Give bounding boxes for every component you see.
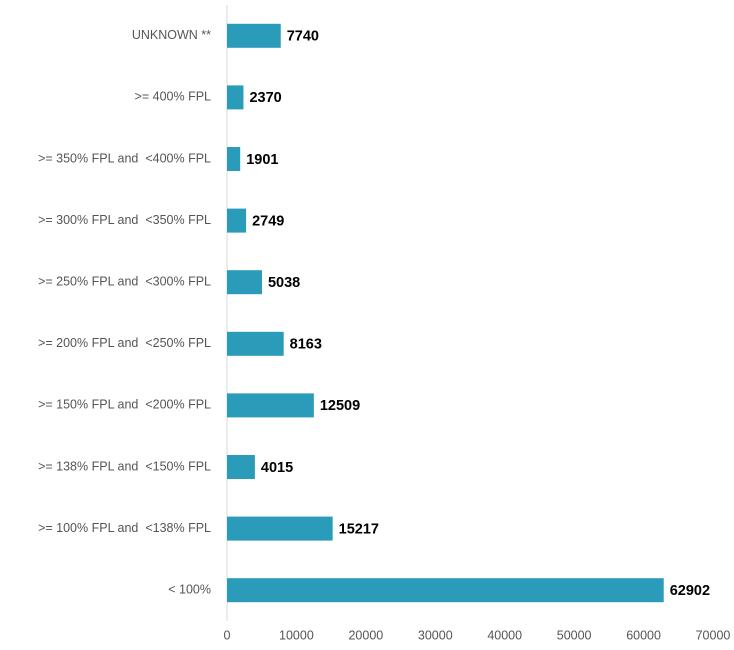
y-tick-label: >= 138% FPL and <150% FPL <box>38 459 211 473</box>
value-label: 2749 <box>252 213 284 229</box>
bar <box>227 455 255 479</box>
y-tick-label: >= 200% FPL and <250% FPL <box>38 336 211 350</box>
bar <box>227 331 284 356</box>
value-label: 5038 <box>268 275 300 291</box>
value-label: 2370 <box>249 90 281 106</box>
y-tick-label: < 100% <box>168 582 211 596</box>
x-tick-label: 70000 <box>696 628 731 642</box>
bar <box>227 208 247 233</box>
bar <box>227 23 281 48</box>
y-tick-label: >= 350% FPL and <400% FPL <box>38 151 211 165</box>
y-tick-label: >= 250% FPL and <300% FPL <box>38 274 211 288</box>
bar <box>227 516 333 541</box>
y-tick-label: >= 100% FPL and <138% FPL <box>38 521 211 535</box>
value-label: 4015 <box>261 460 293 476</box>
value-label: 15217 <box>339 521 379 537</box>
x-tick-label: 10000 <box>279 628 314 642</box>
bar <box>227 393 314 418</box>
x-tick-label: 60000 <box>626 628 661 642</box>
x-tick-label: 0 <box>224 628 231 642</box>
bar <box>227 147 241 171</box>
value-label: 7740 <box>287 29 319 45</box>
y-tick-label: UNKNOWN ** <box>132 28 211 42</box>
y-tick-label: >= 300% FPL and <350% FPL <box>38 213 211 227</box>
value-label: 8163 <box>290 337 322 353</box>
value-label: 1901 <box>246 152 278 168</box>
y-tick-label: >= 150% FPL and <200% FPL <box>38 398 211 412</box>
x-tick-label: 20000 <box>348 628 383 642</box>
value-label: 12509 <box>320 398 360 414</box>
x-tick-label: 40000 <box>487 628 522 642</box>
bar <box>227 85 244 110</box>
x-tick-label: 30000 <box>418 628 453 642</box>
bar <box>227 270 262 295</box>
bar <box>227 578 664 603</box>
value-label: 62902 <box>670 583 710 599</box>
y-tick-label: >= 400% FPL <box>135 90 211 104</box>
x-tick-label: 50000 <box>557 628 592 642</box>
